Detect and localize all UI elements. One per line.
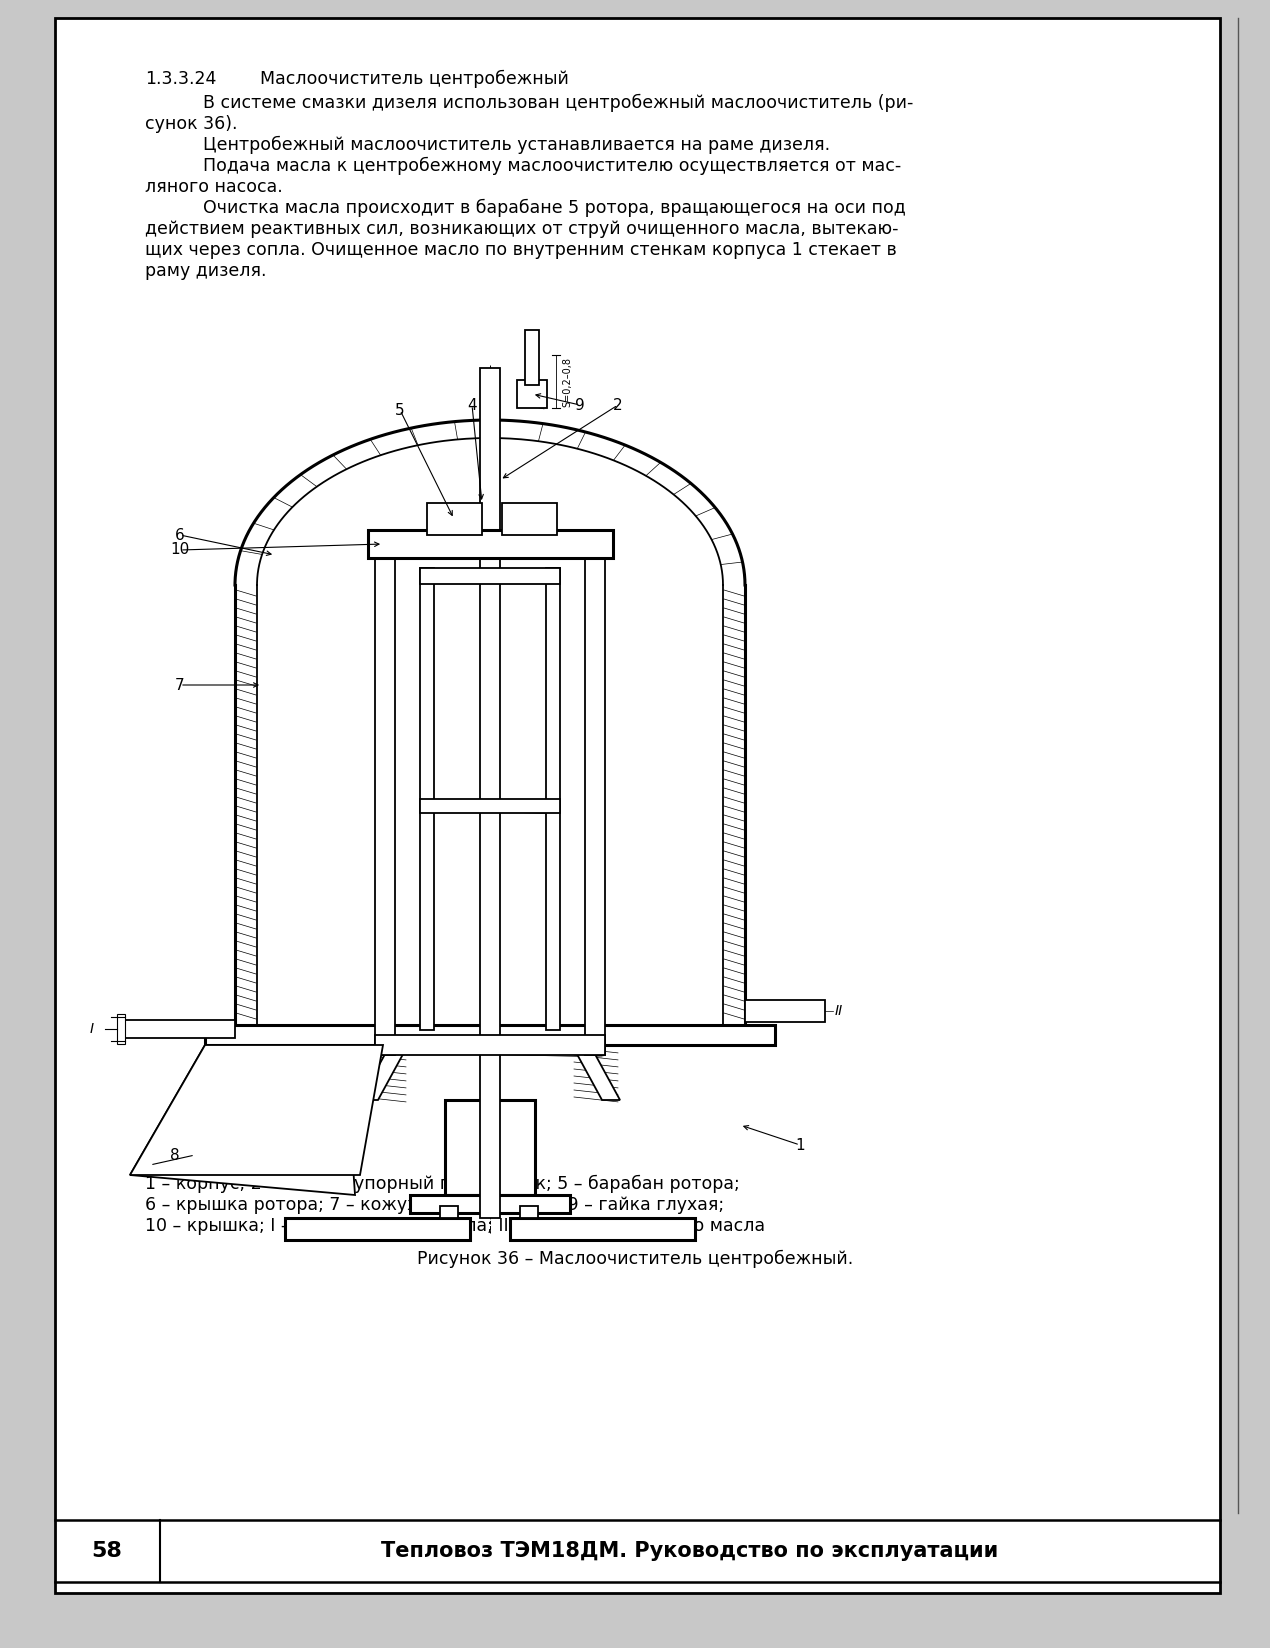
Text: 7: 7 <box>175 677 185 692</box>
Bar <box>427 503 483 536</box>
Bar <box>519 1206 538 1218</box>
Bar <box>480 368 500 1218</box>
Text: 6: 6 <box>175 527 185 542</box>
Text: 1: 1 <box>795 1137 805 1152</box>
Text: Маслоочиститель центробежный: Маслоочиститель центробежный <box>260 69 569 89</box>
Text: 58: 58 <box>91 1541 122 1561</box>
Text: I: I <box>90 1022 94 1037</box>
Bar <box>204 1025 775 1045</box>
Bar <box>502 503 558 536</box>
Text: ляного насоса.: ляного насоса. <box>145 178 283 196</box>
Text: щих через сопла. Очищенное масло по внутренним стенкам корпуса 1 стекает в: щих через сопла. Очищенное масло по внут… <box>145 241 897 259</box>
Polygon shape <box>359 1045 408 1099</box>
Polygon shape <box>572 1045 620 1099</box>
Text: 8: 8 <box>170 1147 179 1162</box>
Text: S=0,2–0,8: S=0,2–0,8 <box>563 356 572 407</box>
Bar <box>444 1099 535 1195</box>
Bar <box>439 1206 458 1218</box>
Polygon shape <box>130 1045 384 1175</box>
Text: 6 – крышка ротора; 7 – кожух; 8 – горловина; 9 – гайка глухая;: 6 – крышка ротора; 7 – кожух; 8 – горлов… <box>145 1196 724 1215</box>
Text: Рисунок 36 – Маслоочиститель центробежный.: Рисунок 36 – Маслоочиститель центробежны… <box>417 1249 853 1269</box>
Text: действием реактивных сил, возникающих от струй очищенного масла, вытекаю-: действием реактивных сил, возникающих от… <box>145 219 898 237</box>
Bar <box>284 1218 470 1239</box>
Bar <box>420 799 560 812</box>
Bar <box>546 569 560 1030</box>
Text: 10: 10 <box>170 542 189 557</box>
Text: раму дизеля.: раму дизеля. <box>145 262 267 280</box>
Text: 10 – крышка; I – вход грязного масла; II – выход очищенного масла: 10 – крышка; I – вход грязного масла; II… <box>145 1216 765 1234</box>
Text: Подача масла к центробежному маслоочистителю осуществляется от мас-: Подача масла к центробежному маслоочисти… <box>203 157 902 175</box>
Bar <box>511 1218 695 1239</box>
Text: Очистка масла происходит в барабане 5 ротора, вращающегося на оси под: Очистка масла происходит в барабане 5 ро… <box>203 199 906 218</box>
Text: 4: 4 <box>467 397 476 412</box>
Bar <box>410 1195 570 1213</box>
Text: 5: 5 <box>395 402 405 417</box>
Text: 1.3.3.24: 1.3.3.24 <box>145 69 216 87</box>
Bar <box>117 1014 124 1043</box>
Bar <box>124 1020 235 1038</box>
Text: В системе смазки дизеля использован центробежный маслоочиститель (ри-: В системе смазки дизеля использован цент… <box>203 94 913 112</box>
Bar <box>368 531 613 559</box>
Bar <box>585 559 605 1055</box>
Bar <box>420 569 434 1030</box>
Bar <box>420 569 560 583</box>
Text: Тепловоз ТЭМ18ДМ. Руководство по эксплуатации: Тепловоз ТЭМ18ДМ. Руководство по эксплуа… <box>381 1541 998 1561</box>
Bar <box>745 1000 826 1022</box>
Bar <box>525 330 538 386</box>
Text: Центробежный маслоочиститель устанавливается на раме дизеля.: Центробежный маслоочиститель устанавлива… <box>203 137 831 155</box>
Text: 9: 9 <box>575 397 585 412</box>
Text: 1 – корпус; 2 – ось; 4 – упорный подшипник; 5 – барабан ротора;: 1 – корпус; 2 – ось; 4 – упорный подшипн… <box>145 1175 739 1193</box>
Text: II: II <box>834 1004 843 1018</box>
Bar <box>517 381 547 409</box>
Text: 2: 2 <box>613 397 622 412</box>
Text: сунок 36).: сунок 36). <box>145 115 237 133</box>
Bar <box>375 559 395 1055</box>
Polygon shape <box>130 1045 356 1195</box>
Bar <box>375 1035 605 1055</box>
